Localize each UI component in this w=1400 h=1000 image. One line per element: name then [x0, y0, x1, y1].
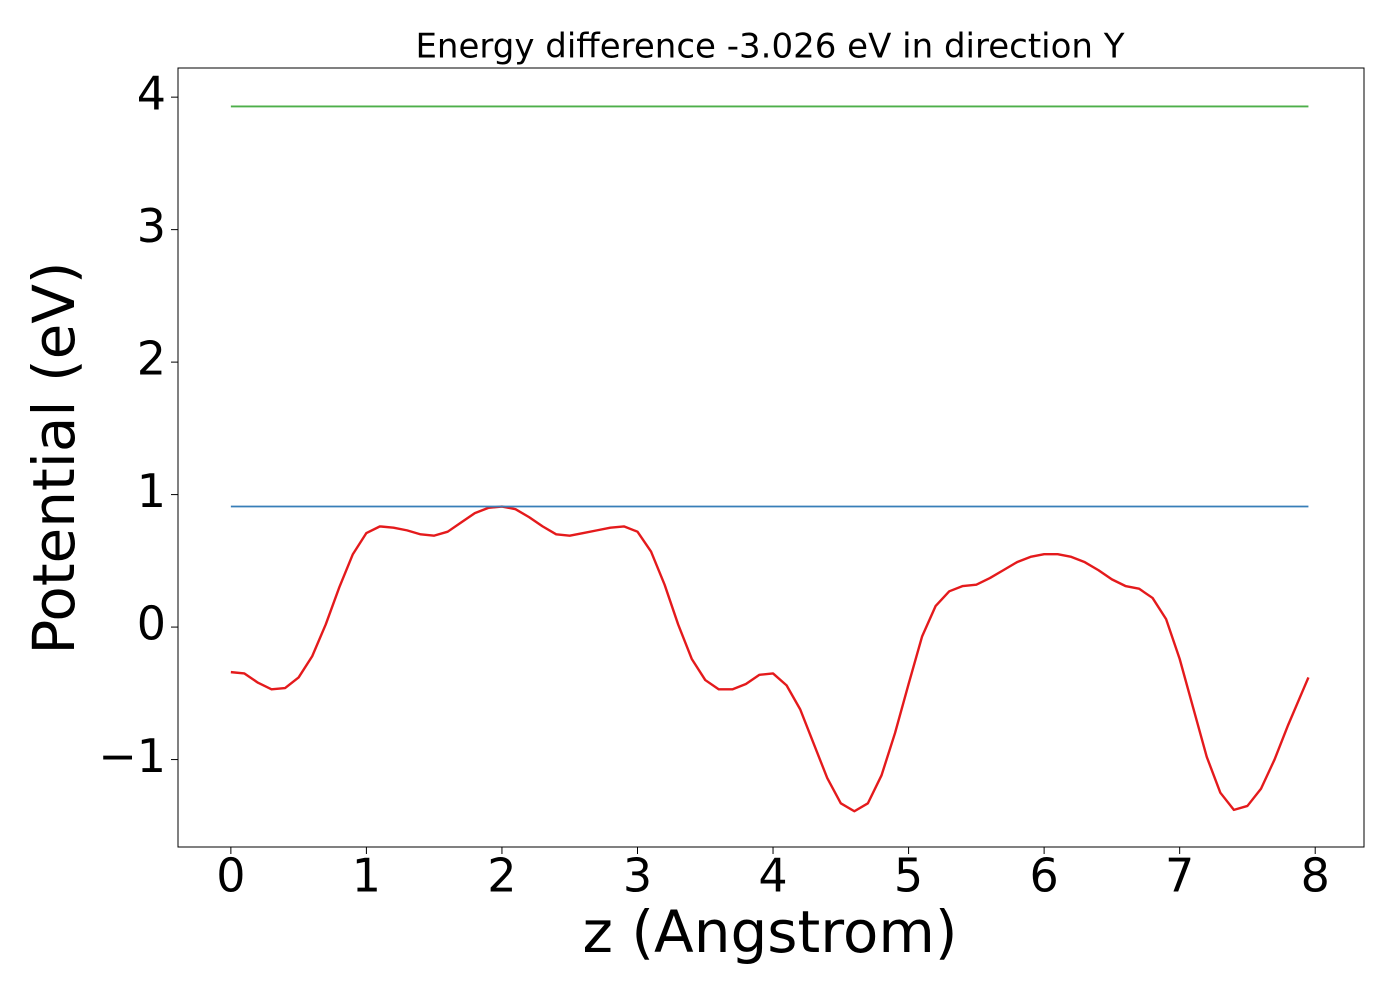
- y-tick-label: 2: [137, 332, 166, 386]
- x-tick-label: 6: [1029, 849, 1058, 903]
- x-tick-label: 3: [623, 849, 652, 903]
- x-axis-label: z (Angstrom): [583, 898, 958, 966]
- y-tick-label: −1: [98, 729, 166, 783]
- x-tick-label: 0: [216, 849, 245, 903]
- x-tick-label: 7: [1165, 849, 1194, 903]
- plot-frame: [177, 67, 1365, 848]
- x-tick-label: 4: [758, 849, 787, 903]
- y-tick-label: 3: [137, 199, 166, 253]
- series-line: [230, 505, 1310, 813]
- x-tick-label: 5: [894, 849, 923, 903]
- y-tick-label: 4: [137, 67, 166, 121]
- chart-title: Energy difference -3.026 eV in direction…: [415, 27, 1124, 67]
- x-tick-label: 2: [487, 849, 516, 903]
- x-tick-label: 8: [1301, 849, 1330, 903]
- y-tick-label: 1: [137, 464, 166, 518]
- y-axis-label: Potential (eV): [20, 261, 88, 654]
- x-tick-label: 1: [352, 849, 381, 903]
- y-tick-label: 0: [137, 597, 166, 651]
